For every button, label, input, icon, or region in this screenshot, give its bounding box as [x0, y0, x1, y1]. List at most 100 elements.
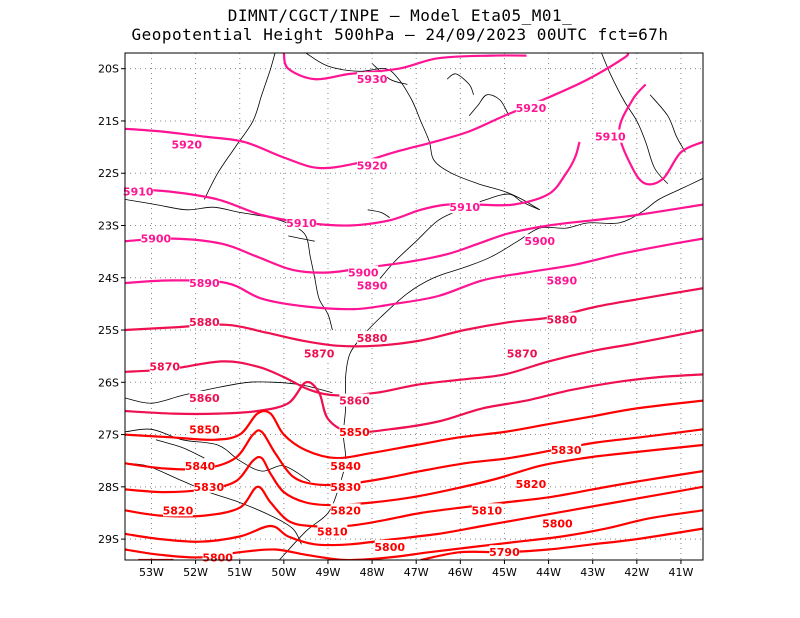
contour-label: 5800 — [374, 541, 405, 554]
contour-label-bg — [471, 503, 502, 517]
contour-line-5870 — [125, 328, 703, 397]
contour-label-bg — [357, 158, 388, 172]
y-tick-label: 26S — [98, 376, 119, 389]
contour-label-bg — [330, 458, 361, 472]
coastline-segment — [468, 94, 510, 116]
contour-line-5790 — [420, 527, 703, 560]
contour-label-bg — [515, 100, 546, 114]
contour-label: 5890 — [189, 277, 220, 290]
contour-label-bg — [317, 524, 348, 538]
coastline-segment — [649, 94, 686, 153]
y-tick-label: 23S — [98, 219, 119, 232]
title-line-2: Geopotential Height 500hPa – 24/09/2023 … — [131, 25, 669, 44]
contour-label: 5900 — [141, 233, 172, 246]
contour-label: 5920 — [171, 138, 202, 151]
contour-label-bg — [185, 458, 216, 472]
contour-label: 5860 — [339, 395, 370, 408]
y-tick-label: 28S — [98, 481, 119, 494]
x-tick-label: 46W — [448, 566, 473, 579]
contour-label-bg — [357, 330, 388, 344]
contour-line-5880 — [125, 287, 703, 348]
y-tick-label: 29S — [98, 533, 119, 546]
contour-label: 5920 — [516, 102, 547, 115]
contour-label-bg — [357, 278, 388, 292]
contour-label-bg — [357, 72, 388, 86]
x-tick-label: 49W — [316, 566, 341, 579]
contour-line-5830 — [125, 443, 703, 507]
x-tick-label: 52W — [183, 566, 208, 579]
y-tick-label: 20S — [98, 63, 119, 76]
contour-label-bg — [330, 503, 361, 517]
coastline-segment — [204, 53, 276, 200]
contour-label: 5800 — [202, 551, 233, 564]
map-frame — [124, 52, 704, 561]
contour-label: 5820 — [330, 504, 361, 517]
coastline-segment — [279, 178, 703, 560]
contour-label: 5820 — [163, 504, 194, 517]
contour-label: 5870 — [149, 361, 180, 374]
x-tick-label: 47W — [404, 566, 429, 579]
x-tick-label: 41W — [669, 566, 694, 579]
y-tick-label: 25S — [98, 324, 119, 337]
contour-label: 5840 — [185, 460, 216, 473]
contour-label: 5890 — [546, 274, 577, 287]
contour-label: 5880 — [189, 316, 220, 329]
coastline-segment — [155, 439, 205, 459]
contour-label: 5900 — [348, 267, 379, 280]
axes: 53W 52W 51W 50W 49W 48W 47W 46W 45W 44W 43W 42W 41W 2… — [98, 63, 693, 579]
x-tick-label: 42W — [624, 566, 649, 579]
contour-label: 5910 — [123, 186, 154, 199]
contour-label: 5830 — [330, 481, 361, 494]
x-tick-label: 51W — [227, 566, 252, 579]
contour-label: 5790 — [489, 546, 520, 559]
y-tick-label: 24S — [98, 272, 119, 285]
contour-label: 5910 — [595, 131, 626, 144]
contour-label: 5850 — [339, 426, 370, 439]
contour-label: 5820 — [516, 478, 547, 491]
contour-label: 5860 — [189, 392, 220, 405]
x-tick-label: 45W — [492, 566, 517, 579]
x-tick-label: 43W — [580, 566, 605, 579]
y-tick-label: 21S — [98, 115, 119, 128]
contour-label-bg — [524, 234, 555, 248]
contour-line-5810 — [125, 485, 703, 547]
contour-label-bg — [286, 215, 317, 229]
coastline-segment — [601, 53, 669, 184]
contour-label: 5800 — [542, 517, 573, 530]
y-tick-label: 22S — [98, 167, 119, 180]
x-tick-label: 44W — [536, 566, 561, 579]
title-line-1: DIMNT/CGCT/INPE – Model Eta05_M01_ — [227, 6, 573, 25]
contour-line-5820 — [125, 470, 703, 528]
coastline-segment — [305, 53, 540, 211]
contour-labels: 5930 5920 5920 5920 5910 5910 5910 5910 5900 5900… — [123, 72, 626, 564]
x-tick-label: 50W — [271, 566, 296, 579]
contour-label-bg — [149, 359, 180, 373]
contour-label-bg — [546, 312, 577, 326]
contour-label-bg — [489, 545, 520, 559]
contour-line-5890 — [125, 237, 703, 311]
contour-label-bg — [189, 275, 220, 289]
contour-label-bg — [189, 315, 220, 329]
contour-label-bg — [304, 346, 335, 360]
contour-label-bg — [515, 477, 546, 491]
contour-label-bg — [193, 479, 224, 493]
contour-line-5920 — [125, 53, 630, 170]
contour-label: 5930 — [357, 73, 388, 86]
contour-label-bg — [123, 184, 154, 198]
contour-line-5930 — [282, 53, 527, 81]
contour-line-5850 — [125, 399, 703, 460]
contour-line-5910 — [618, 83, 703, 186]
contour-label-bg — [339, 424, 370, 438]
x-tick-label: 48W — [360, 566, 385, 579]
contour-label-bg — [546, 273, 577, 287]
contour-line-5840 — [125, 428, 703, 487]
contour-label-bg — [171, 137, 202, 151]
contour-label-bg — [162, 503, 193, 517]
contour-label-bg — [551, 443, 582, 457]
coastline-segment — [125, 428, 311, 482]
contour-label: 5920 — [357, 159, 388, 172]
contour-line-5910 — [125, 141, 581, 227]
contour-label: 5830 — [551, 444, 582, 457]
contour-label-bg — [595, 129, 626, 143]
